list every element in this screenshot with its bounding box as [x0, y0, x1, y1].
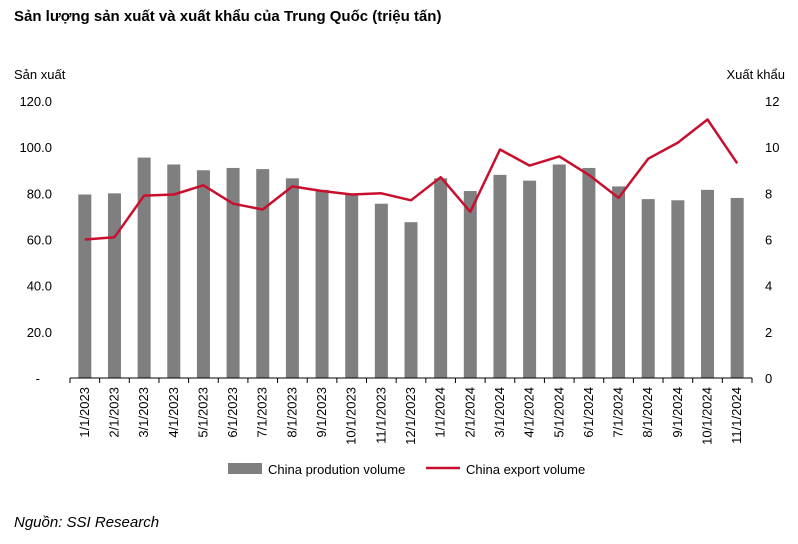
bar — [107, 193, 121, 378]
x-tick-label: 4/1/2024 — [522, 387, 537, 438]
right-axis-label: Xuất khẩu — [726, 67, 785, 82]
right-tick-label: 2 — [765, 325, 772, 340]
bar — [167, 164, 181, 378]
x-tick-label: 8/1/2023 — [284, 387, 299, 438]
left-tick-label: 60.0 — [27, 233, 52, 248]
x-tick-label: 7/1/2023 — [255, 387, 270, 438]
bar — [226, 167, 240, 378]
source-note: Nguồn: SSI Research — [14, 514, 160, 531]
x-axis: 1/1/2023 2/1/2023 3/1/2023 4/1/2023 5/1/2023… — [69, 377, 753, 445]
right-tick-label: 10 — [765, 140, 779, 155]
bar — [78, 194, 92, 378]
x-tick-label: 2/1/2023 — [106, 387, 121, 438]
x-tick-label: 12/1/2023 — [403, 387, 418, 445]
x-tick-label: 2/1/2024 — [462, 387, 477, 438]
bar — [196, 170, 210, 378]
x-tick-label: 8/1/2024 — [640, 387, 655, 438]
left-tick-label: 40.0 — [27, 279, 52, 294]
x-tick-label: 11/1/2023 — [373, 387, 388, 444]
x-tick-label: 10/1/2024 — [700, 387, 715, 445]
x-tick-label: 5/1/2024 — [551, 387, 566, 438]
bar — [315, 189, 329, 378]
x-tick-label: 9/1/2023 — [314, 387, 329, 438]
bar — [345, 194, 359, 378]
legend-bar-swatch — [228, 463, 262, 474]
bar — [701, 189, 715, 378]
legend-line-label: China export volume — [466, 462, 585, 477]
x-tick-label: 9/1/2024 — [670, 387, 685, 438]
legend: China prodution volume China export volu… — [228, 462, 585, 477]
bar — [552, 164, 566, 378]
left-tick-label: - — [36, 371, 40, 386]
bar — [612, 186, 626, 378]
left-axis-label: Sản xuất — [14, 67, 66, 82]
right-tick-label: 6 — [765, 233, 772, 248]
bar — [582, 167, 596, 378]
x-tick-label: 11/1/2024 — [729, 387, 744, 444]
line-series — [84, 118, 739, 241]
bar — [641, 199, 655, 378]
legend-bar-label: China prodution volume — [268, 462, 405, 477]
x-tick-label: 10/1/2023 — [344, 387, 359, 445]
bar — [285, 178, 299, 378]
x-tick-label: 3/1/2024 — [492, 387, 507, 438]
x-tick-label: 7/1/2024 — [611, 387, 626, 438]
x-tick-label: 5/1/2023 — [195, 387, 210, 438]
x-tick-label: 6/1/2024 — [581, 387, 596, 438]
bar — [523, 180, 537, 378]
left-tick-label: 20.0 — [27, 325, 52, 340]
left-tick-label: 100.0 — [19, 140, 52, 155]
left-tick-label: 120.0 — [19, 94, 52, 109]
right-tick-label: 8 — [765, 186, 772, 201]
x-tick-label: 3/1/2023 — [136, 387, 151, 438]
right-tick-label: 0 — [765, 371, 772, 386]
bar — [404, 222, 418, 378]
bar — [137, 157, 151, 378]
bar — [463, 191, 477, 378]
bar — [671, 200, 685, 378]
x-tick-label: 1/1/2024 — [433, 387, 448, 438]
left-tick-label: 80.0 — [27, 186, 52, 201]
right-axis: 0 2 4 6 8 10 12 — [765, 94, 779, 386]
bar — [374, 203, 388, 378]
export-line — [84, 118, 739, 241]
x-tick-label: 1/1/2023 — [77, 387, 92, 438]
bar — [730, 197, 744, 378]
left-axis: - 20.0 40.0 60.0 80.0 100.0 120.0 — [19, 94, 52, 386]
bar — [434, 178, 448, 378]
x-tick-label: 6/1/2023 — [225, 387, 240, 438]
right-tick-label: 4 — [765, 279, 772, 294]
x-tick-label: 4/1/2023 — [166, 387, 181, 438]
bar-series — [78, 157, 744, 378]
bar — [256, 169, 270, 378]
chart-title: Sản lượng sản xuất và xuất khẩu của Trun… — [14, 8, 442, 25]
bar — [493, 174, 507, 378]
right-tick-label: 12 — [765, 94, 779, 109]
